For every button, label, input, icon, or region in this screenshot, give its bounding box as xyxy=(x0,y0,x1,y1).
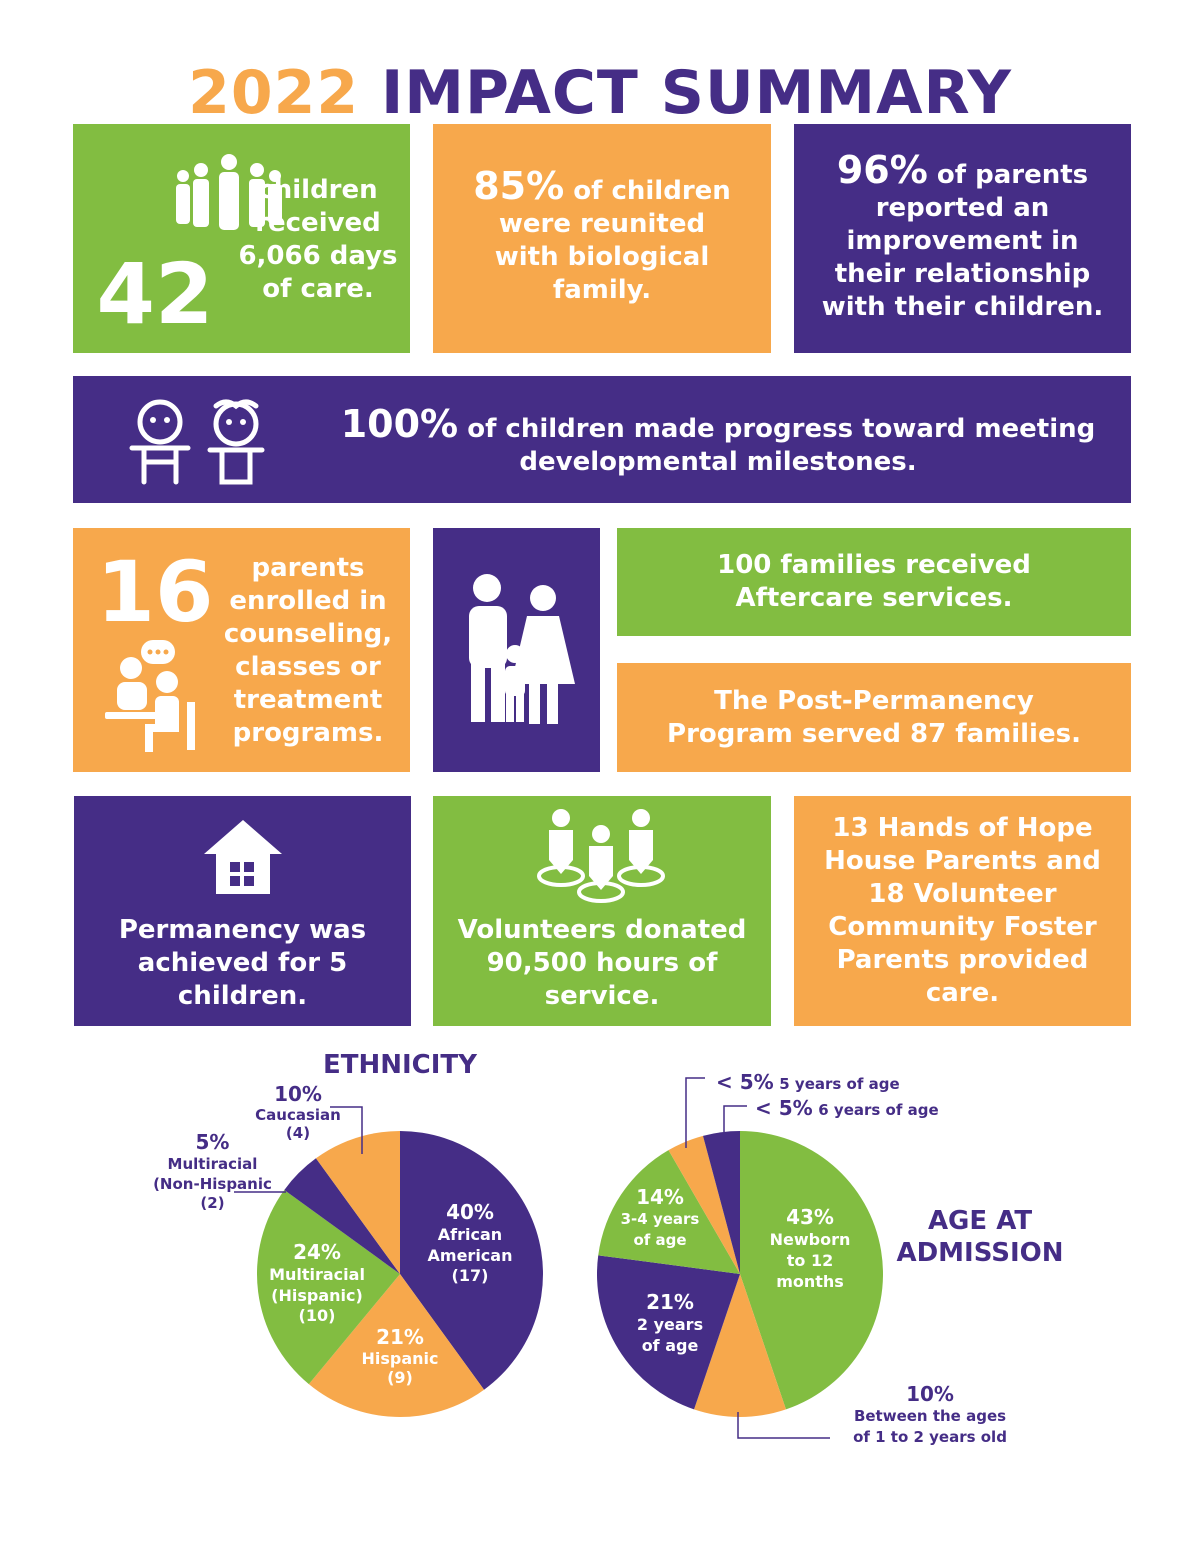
name-label: Caucasian xyxy=(255,1106,341,1124)
name-label: 5 years of age xyxy=(779,1075,900,1093)
family-icon xyxy=(469,574,575,724)
permanency-text: Permanency was achieved for 5 children. xyxy=(118,915,367,1011)
slice-label-hispanic: 21% Hispanic (9) xyxy=(340,1325,460,1387)
reunited-text: of children were reunited with biologica… xyxy=(494,176,731,305)
milestones-card: 100% of children made progress toward me… xyxy=(73,376,1131,503)
permanency-card: Permanency was achieved for 5 children. xyxy=(74,796,411,1026)
pie-slice-0-1 xyxy=(308,1274,485,1417)
pie-slice-0-3 xyxy=(284,1158,400,1274)
enrolled-card: 16 parents enrolled in counseling, class… xyxy=(73,528,410,772)
age-title: AGE AT ADMISSION xyxy=(896,1206,1064,1268)
pie-slice-1-4 xyxy=(668,1135,740,1274)
pie-slice-1-5 xyxy=(702,1131,740,1274)
count-label: (17) xyxy=(451,1266,489,1285)
name-label: Newborn to 12 months xyxy=(769,1230,851,1291)
pie-slice-0-2 xyxy=(257,1189,400,1385)
parents-pct: 96% xyxy=(836,147,928,192)
slice-label-1-to-2: 10% Between the ages of 1 to 2 years old xyxy=(830,1382,1030,1448)
pie-slice-0-0 xyxy=(400,1131,543,1390)
title-year: 2022 xyxy=(188,58,360,128)
children-care-card: 42 children received 6,066 days of care. xyxy=(73,124,410,353)
ethnicity-title: ETHNICITY xyxy=(322,1050,477,1080)
pct-label: < 5% xyxy=(755,1096,813,1120)
pie-slice-0-4 xyxy=(315,1131,400,1274)
milestones-text-2: developmental milestones. xyxy=(519,447,917,477)
age-pie xyxy=(597,1131,883,1417)
name-label: Between the ages of 1 to 2 years old xyxy=(853,1407,1007,1446)
pct-label: 21% xyxy=(646,1290,694,1314)
milestones-text-1: of children made progress toward meeting xyxy=(467,414,1096,444)
counseling-icon xyxy=(105,640,195,752)
slice-label-multiracial-hispanic: 24% Multiracial (Hispanic) (10) xyxy=(262,1240,372,1325)
page-title: 2022 IMPACT SUMMARY xyxy=(0,58,1200,128)
name-label: 3-4 years of age xyxy=(620,1210,700,1249)
pct-label: 10% xyxy=(906,1382,954,1406)
pct-label: 10% xyxy=(274,1082,322,1106)
pct-label: < 5% xyxy=(716,1070,774,1094)
slice-label-2-years: 21% 2 years of age xyxy=(620,1290,720,1356)
count-label: (9) xyxy=(387,1368,413,1387)
enrolled-text: parents enrolled in counseling, classes … xyxy=(223,553,393,748)
name-label: Hispanic xyxy=(361,1349,439,1368)
leader-lines xyxy=(234,1077,830,1439)
volunteers-card: Volunteers donated 90,500 hours of servi… xyxy=(433,796,771,1026)
pct-label: 21% xyxy=(376,1325,424,1349)
name-label: Multiracial (Hispanic) xyxy=(269,1265,365,1305)
name-label: African American xyxy=(427,1225,513,1265)
name-label: Multiracial (Non-Hispanic xyxy=(153,1155,272,1193)
pct-label: 43% xyxy=(786,1205,834,1229)
slice-label-newborn: 43% Newborn to 12 months xyxy=(755,1205,865,1292)
parents-relationship-card: 96% of parents reported an improvement i… xyxy=(794,124,1131,353)
reunited-pct: 85% xyxy=(473,164,565,208)
pct-label: 14% xyxy=(636,1185,684,1209)
family-card xyxy=(433,528,600,772)
slice-label-multiracial-non-hispanic: 5% Multiracial (Non-Hispanic (2) xyxy=(145,1130,280,1212)
milestones-pct: 100% xyxy=(340,402,459,446)
pie-slice-1-1 xyxy=(694,1274,786,1417)
slice-label-african-american: 40% African American (17) xyxy=(355,1200,585,1285)
volunteers-text: Volunteers donated 90,500 hours of servi… xyxy=(457,915,747,1011)
post-permanency-card: The Post-Permanency Program served 87 fa… xyxy=(617,663,1131,772)
parents-text-2: reported an improvement in their relatio… xyxy=(821,192,1104,322)
parents-text-1: of parents xyxy=(936,159,1089,190)
aftercare-text: 100 families received Aftercare services… xyxy=(717,550,1031,613)
babies-icon xyxy=(129,399,265,485)
slice-label-5-years: < 5% 5 years of age xyxy=(716,1070,956,1094)
house-icon xyxy=(204,820,282,894)
pie-slice-1-2 xyxy=(597,1255,740,1410)
enrolled-number: 16 xyxy=(96,543,214,641)
count-label: (2) xyxy=(200,1194,225,1212)
pct-label: 5% xyxy=(195,1130,230,1154)
name-label: 2 years of age xyxy=(636,1315,704,1355)
count-label: (4) xyxy=(285,1124,311,1142)
children-number: 42 xyxy=(96,245,214,343)
slice-label-caucasian: 10% Caucasian (4) xyxy=(238,1082,358,1142)
name-label: 6 years of age xyxy=(818,1101,939,1119)
reunited-card: 85% of children were reunited with biolo… xyxy=(433,124,771,353)
pct-label: 40% xyxy=(446,1200,494,1224)
pie-slice-1-3 xyxy=(598,1150,740,1274)
foster-parents-card: 13 Hands of Hope House Parents and 18 Vo… xyxy=(794,796,1131,1026)
aftercare-card: 100 families received Aftercare services… xyxy=(617,528,1131,636)
ethnicity-pie xyxy=(257,1131,543,1417)
slice-label-6-years: < 5% 6 years of age xyxy=(755,1096,995,1120)
foster-text: 13 Hands of Hope House Parents and 18 Vo… xyxy=(824,813,1101,1008)
slice-label-3-4-years: 14% 3-4 years of age xyxy=(605,1185,715,1251)
charts-svg xyxy=(234,1077,883,1439)
pie-slice-1-0 xyxy=(740,1131,883,1410)
volunteers-icon xyxy=(537,809,665,903)
count-label: (10) xyxy=(298,1306,336,1325)
children-text: children received 6,066 days of care. xyxy=(238,175,398,304)
title-text: IMPACT SUMMARY xyxy=(380,58,1012,128)
people-group-icon xyxy=(176,154,282,230)
postperm-text: The Post-Permanency Program served 87 fa… xyxy=(667,685,1081,749)
pct-label: 24% xyxy=(293,1240,341,1264)
